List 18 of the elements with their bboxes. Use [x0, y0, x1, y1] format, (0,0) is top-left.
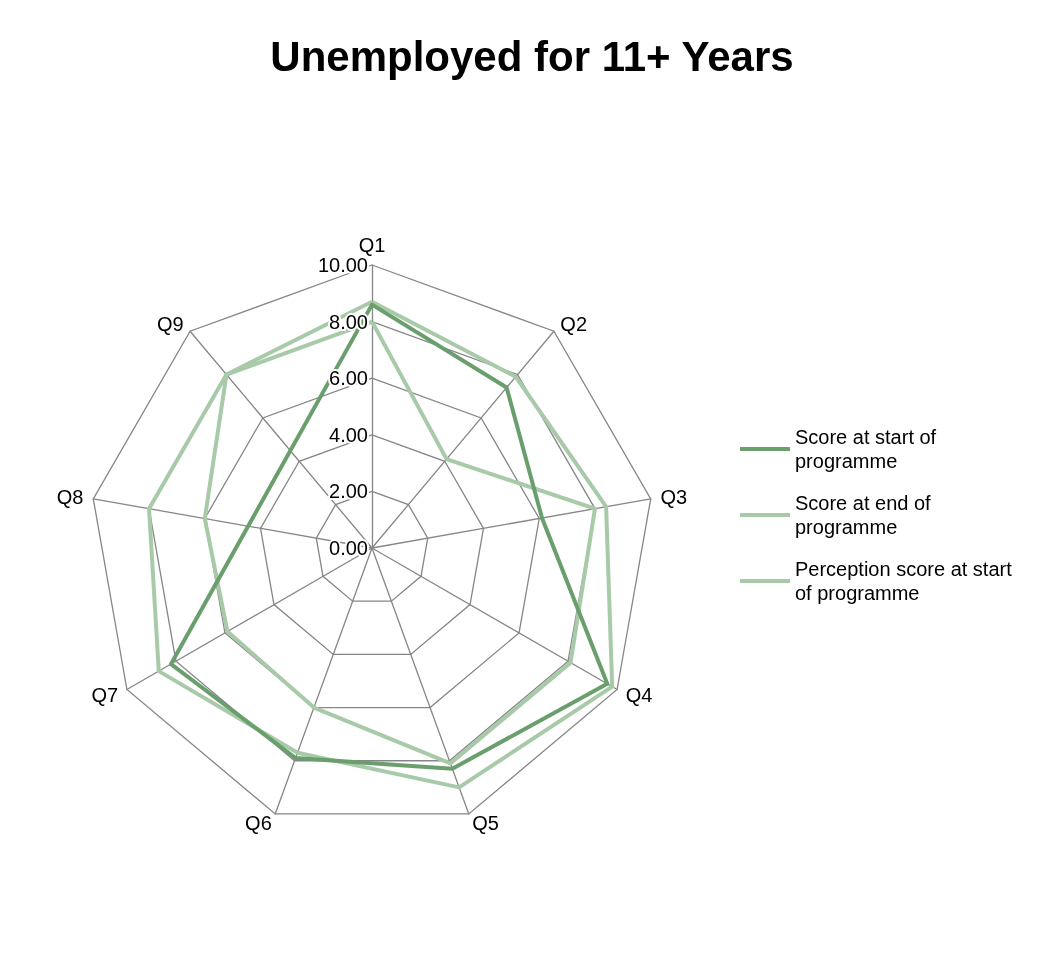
chart-title: Unemployed for 11+ Years	[270, 32, 794, 80]
y-tick-label: 2.00	[329, 480, 368, 503]
legend-label: Perception score at start of programme	[795, 558, 1018, 604]
spoke-label: Q8	[56, 486, 84, 509]
y-tick-label: 0.00	[329, 537, 368, 559]
y-tick-label: 6.00	[329, 367, 368, 390]
spoke-label: Q5	[472, 812, 499, 835]
y-tick-label: 4.00	[329, 423, 368, 446]
spoke-label: Q3	[660, 486, 688, 509]
spoke-label: Q9	[156, 312, 184, 335]
spoke-label: Q7	[91, 683, 119, 706]
spoke-label: Q1	[358, 234, 386, 256]
legend-label: Score at end of programme	[795, 492, 937, 538]
spoke-label: Q4	[625, 683, 653, 706]
legend-label: Score at start of programme	[795, 426, 942, 472]
spoke-label: Q2	[560, 312, 588, 335]
y-tick-label: 10.00	[317, 254, 368, 276]
spoke-label: Q6	[245, 812, 272, 835]
